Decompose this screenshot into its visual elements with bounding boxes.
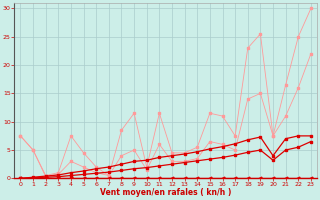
X-axis label: Vent moyen/en rafales ( kn/h ): Vent moyen/en rafales ( kn/h ) — [100, 188, 231, 197]
